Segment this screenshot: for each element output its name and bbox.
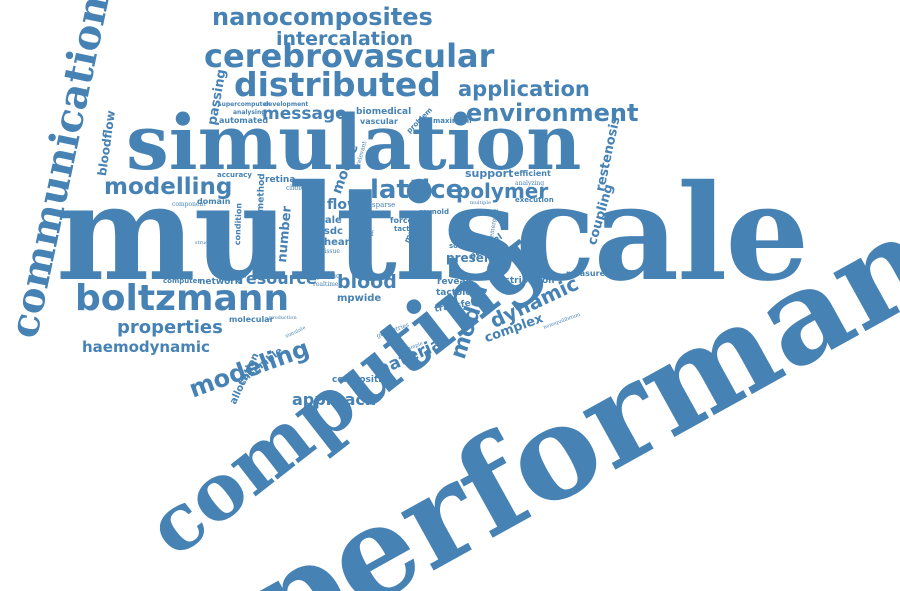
word-solution: solution — [449, 242, 481, 250]
word-approach: approach — [292, 390, 377, 409]
word-intercalation: intercalation — [276, 28, 413, 50]
word-composition: composition — [332, 375, 394, 385]
word-mpwide: mpwide — [337, 293, 382, 304]
word-simulation: simulation — [126, 98, 582, 187]
word-measurement: measurement — [566, 269, 629, 278]
word-structure: structure — [195, 240, 219, 246]
word-multiscale: multiscale — [56, 156, 809, 311]
word-application: application — [458, 77, 590, 101]
word-flow: flow — [327, 197, 360, 213]
word-analyzing: analyzing — [515, 180, 545, 187]
word-choice: choice — [286, 184, 309, 192]
word-domain: domain — [197, 197, 231, 206]
word-environment: environment — [466, 99, 639, 127]
word-analysing: analysing — [233, 109, 266, 116]
word-self: self — [361, 230, 374, 238]
word-vascular: vascular — [360, 117, 398, 126]
word-properties: properties — [117, 317, 223, 338]
word-resource: resource — [238, 269, 317, 288]
word-retina: retina — [265, 175, 296, 185]
word-tactoid: tactoid — [436, 288, 472, 298]
word-biomedical: biomedical — [356, 107, 412, 117]
word-haemodynamic: haemodynamic — [82, 338, 210, 356]
word-distribution: distribution — [495, 276, 555, 286]
word-blood: blood — [337, 271, 397, 293]
word-tissue: tissue — [322, 248, 340, 255]
word-polymer: polymer — [456, 179, 549, 203]
word-lattice: lattice — [370, 175, 464, 205]
word-component: component — [172, 201, 206, 208]
word-modelling: modelling — [104, 174, 233, 200]
word-network: network — [199, 277, 241, 287]
word-computer: computer — [163, 277, 201, 285]
word-support: support — [465, 167, 514, 180]
word-csdc: csdc — [318, 226, 343, 237]
word-supercomputer: supercomputer — [218, 101, 270, 108]
word-multiple: multiple — [470, 200, 491, 206]
word-boltzmann: boltzmann — [75, 278, 290, 319]
word-automated: automated — [219, 116, 269, 125]
word-sparse: sparse — [372, 201, 396, 209]
word-maximum: maximum — [433, 117, 472, 125]
word-force: force — [390, 216, 414, 225]
word-nonequilibrium: nonequilibrium — [542, 311, 582, 331]
word-present: present — [446, 251, 499, 265]
word-realtime: realtime — [313, 281, 339, 288]
word-molecular: molecular — [229, 315, 274, 324]
word-accuracy: accuracy — [217, 171, 252, 179]
word-cost: cost — [414, 235, 427, 242]
word-production: production — [269, 315, 297, 321]
word-development: development — [264, 101, 309, 108]
word-nanocomposites: nanocomposites — [212, 3, 433, 31]
word-specific: specific — [313, 272, 340, 280]
word-scale: scale — [313, 215, 342, 226]
word-message: message — [262, 104, 347, 124]
word-cerebrovascular: cerebrovascular — [204, 37, 495, 75]
word-reynold: reynold — [419, 208, 449, 216]
word-condition: condition — [233, 202, 244, 246]
word-distributed: distributed — [234, 65, 441, 104]
word-tactic: tactic — [394, 225, 417, 233]
word-reveal: reveal — [437, 277, 469, 287]
word-method: method — [256, 173, 268, 213]
word-efficient: efficient — [514, 169, 551, 178]
word-shear: shear — [318, 237, 350, 248]
word-execution: execution — [515, 196, 554, 204]
